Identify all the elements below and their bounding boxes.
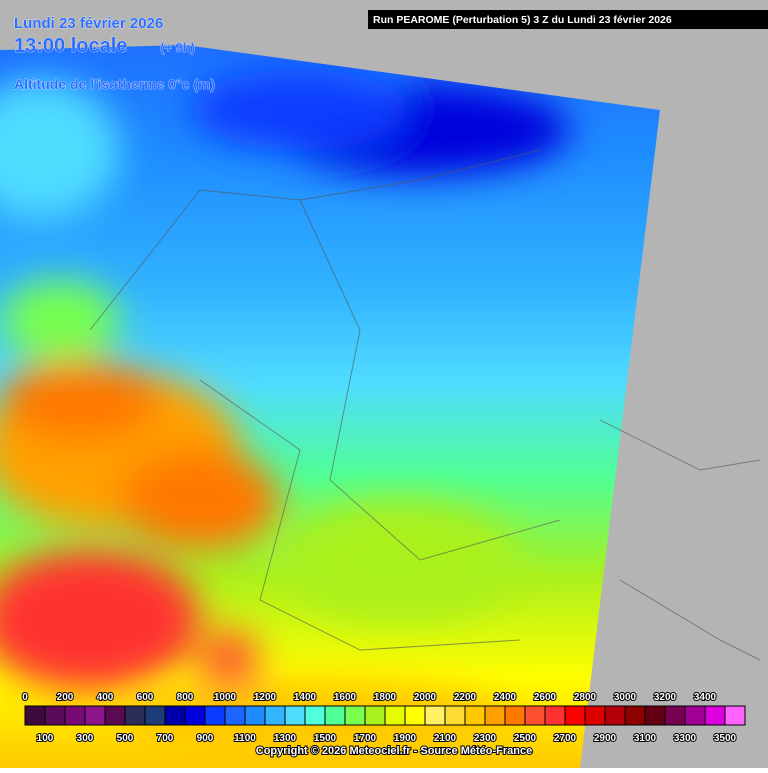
legend-swatch	[464, 705, 486, 726]
legend-label: 2100	[434, 733, 457, 744]
legend-label: 600	[137, 692, 154, 703]
legend-label: 1300	[274, 733, 297, 744]
legend-label: 1500	[314, 733, 337, 744]
legend-label: 700	[157, 733, 174, 744]
legend-label: 3300	[674, 733, 697, 744]
legend-label: 1100	[234, 733, 256, 744]
legend-swatch	[224, 705, 246, 726]
legend-label: 3500	[714, 733, 737, 744]
legend-label: 1000	[214, 692, 237, 703]
legend-swatch	[524, 705, 546, 726]
legend-swatch	[184, 705, 206, 726]
legend-swatch	[684, 705, 706, 726]
legend-swatch	[644, 705, 666, 726]
time-title: 13:00 locale	[14, 35, 127, 57]
legend-label: 3100	[634, 733, 657, 744]
legend-label: 300	[77, 733, 94, 744]
legend-label: 2000	[414, 692, 437, 703]
legend-swatch	[704, 705, 726, 726]
legend-label: 3400	[694, 692, 717, 703]
borders	[89, 149, 761, 661]
legend-swatch	[584, 705, 606, 726]
legend-label: 900	[197, 733, 214, 744]
legend-swatch	[304, 705, 326, 726]
legend-swatch	[604, 705, 626, 726]
legend-swatch	[164, 705, 186, 726]
legend-label: 1600	[334, 692, 357, 703]
copyright: Copyright © 2026 Meteociel.fr - Source M…	[256, 745, 532, 757]
time-offset: (+ 9h)	[160, 40, 195, 55]
legend-label: 1200	[254, 692, 277, 703]
legend-swatch	[24, 705, 46, 726]
legend-swatch	[424, 705, 446, 726]
legend-swatch	[404, 705, 426, 726]
legend-label: 500	[117, 733, 134, 744]
legend-label: 200	[57, 692, 74, 703]
legend-label: 3000	[614, 692, 637, 703]
legend-swatch	[64, 705, 86, 726]
legend-swatch	[104, 705, 126, 726]
legend-swatch	[504, 705, 526, 726]
run-box	[368, 10, 768, 29]
legend-swatch	[544, 705, 566, 726]
legend-label: 1400	[294, 692, 317, 703]
legend-label: 2700	[554, 733, 577, 744]
legend-swatch	[664, 705, 686, 726]
legend-swatch	[264, 705, 286, 726]
legend-swatch	[344, 705, 366, 726]
legend-swatch	[564, 705, 586, 726]
legend-label: 2600	[534, 692, 557, 703]
legend-swatch	[384, 705, 406, 726]
legend-swatch	[444, 705, 466, 726]
legend-swatch	[324, 705, 346, 726]
legend-swatch	[244, 705, 266, 726]
legend-swatch	[484, 705, 506, 726]
legend-label: 2300	[474, 733, 497, 744]
legend-swatch	[44, 705, 66, 726]
legend-swatch	[724, 705, 746, 726]
legend-label: 3200	[654, 692, 677, 703]
legend-swatch	[284, 705, 306, 726]
legend-label: 2200	[454, 692, 477, 703]
legend-label: 1900	[394, 733, 417, 744]
legend-label: 1700	[354, 733, 377, 744]
legend-label: 100	[37, 733, 54, 744]
parameter-title: Altitude de l'isotherme 0°c (m)	[14, 76, 215, 92]
legend-swatch	[84, 705, 106, 726]
legend-swatch	[124, 705, 146, 726]
legend-label: 0	[22, 692, 28, 703]
legend-label: 2400	[494, 692, 517, 703]
legend-swatch	[364, 705, 386, 726]
legend-label: 1800	[374, 692, 397, 703]
run-info: Run PEAROME (Perturbation 5) 3 Z du Lund…	[373, 14, 672, 26]
legend-label: 800	[177, 692, 194, 703]
legend-swatch	[624, 705, 646, 726]
date-title: Lundi 23 février 2026	[14, 15, 163, 32]
legend-label: 400	[97, 692, 114, 703]
legend-swatch	[144, 705, 166, 726]
legend-label: 2900	[594, 733, 617, 744]
legend-swatch	[204, 705, 226, 726]
legend-label: 2500	[514, 733, 537, 744]
legend-label: 2800	[574, 692, 597, 703]
